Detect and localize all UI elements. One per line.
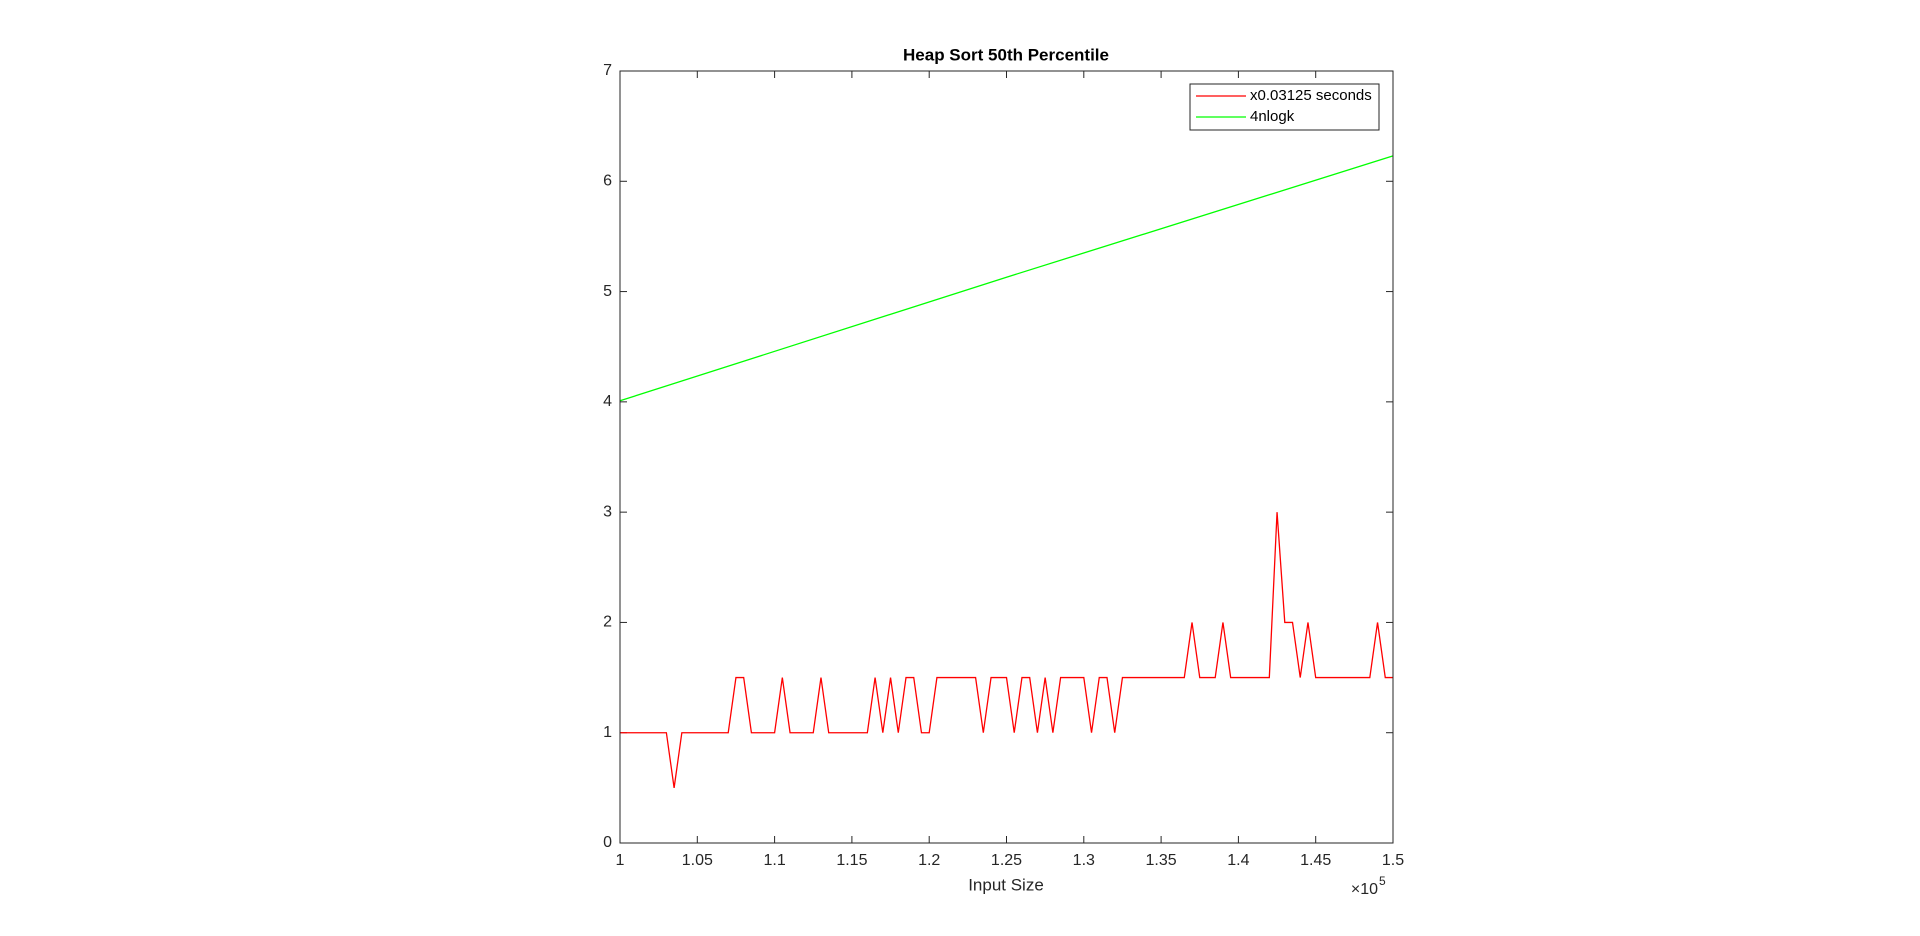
legend-box [1189,83,1380,131]
x-tick-label: 1.45 [1300,852,1331,869]
x-axis-label: Input Size [968,875,1044,894]
y-tick-label: 4 [603,393,612,410]
y-tick-label: 5 [603,283,612,300]
chart-title: Heap Sort 50th Percentile [903,45,1109,64]
x-tick-label: 1.5 [1382,852,1404,869]
legend-label: 4nlogk [1250,108,1295,125]
data-line [620,512,1393,788]
y-tick-label: 0 [603,834,612,851]
y-tick-label: 6 [603,173,612,190]
x-tick-label: 1.15 [836,852,867,869]
y-tick-label: 2 [603,614,612,631]
plot-area [620,71,1393,843]
data-line [619,155,1394,402]
x-tick-label: 1.05 [682,852,713,869]
x-tick-label: 1.2 [918,852,940,869]
y-tick-label: 7 [603,62,612,79]
x-tick-label: 1.1 [763,852,785,869]
x-tick-label: 1 [616,852,625,869]
x-tick-label: 1.4 [1227,852,1249,869]
x-tick-label: 1.3 [1073,852,1095,869]
y-tick-label: 1 [603,724,612,741]
x-tick-label: 1.35 [1146,852,1177,869]
y-tick-label: 3 [603,503,612,520]
x-multiplier-exponent: 5 [1379,874,1386,888]
x-tick-label: 1.25 [991,852,1022,869]
axes-box [619,70,1394,844]
legend-label: x0.03125 seconds [1250,87,1372,104]
x-multiplier: ×10 [1351,881,1378,898]
